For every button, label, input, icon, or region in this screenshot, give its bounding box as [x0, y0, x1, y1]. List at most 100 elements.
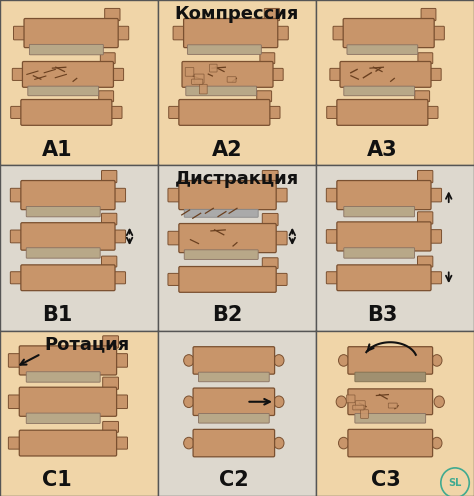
FancyBboxPatch shape — [101, 171, 117, 183]
Text: В3: В3 — [367, 305, 398, 325]
FancyBboxPatch shape — [343, 18, 434, 48]
FancyBboxPatch shape — [116, 26, 129, 40]
FancyBboxPatch shape — [110, 107, 122, 119]
FancyBboxPatch shape — [271, 68, 283, 80]
FancyBboxPatch shape — [330, 68, 342, 80]
Ellipse shape — [338, 355, 349, 366]
FancyBboxPatch shape — [274, 188, 287, 202]
FancyBboxPatch shape — [9, 354, 21, 367]
FancyBboxPatch shape — [19, 346, 117, 375]
FancyBboxPatch shape — [179, 181, 276, 210]
FancyBboxPatch shape — [21, 223, 115, 250]
FancyBboxPatch shape — [337, 265, 431, 291]
Ellipse shape — [274, 355, 284, 366]
FancyBboxPatch shape — [10, 230, 23, 243]
FancyBboxPatch shape — [21, 100, 112, 125]
FancyBboxPatch shape — [262, 258, 278, 269]
FancyBboxPatch shape — [429, 68, 441, 80]
FancyBboxPatch shape — [191, 79, 203, 84]
FancyBboxPatch shape — [26, 206, 100, 217]
FancyBboxPatch shape — [179, 266, 276, 292]
FancyBboxPatch shape — [168, 231, 181, 245]
FancyBboxPatch shape — [344, 206, 415, 217]
FancyBboxPatch shape — [101, 213, 117, 225]
Text: С2: С2 — [219, 470, 249, 490]
FancyBboxPatch shape — [326, 230, 339, 243]
Ellipse shape — [336, 396, 346, 408]
FancyBboxPatch shape — [183, 18, 278, 48]
FancyBboxPatch shape — [337, 100, 428, 125]
Text: Компрессия: Компрессия — [175, 5, 299, 23]
FancyBboxPatch shape — [355, 414, 426, 423]
FancyBboxPatch shape — [418, 212, 433, 224]
FancyBboxPatch shape — [182, 62, 273, 87]
FancyBboxPatch shape — [199, 414, 269, 423]
FancyBboxPatch shape — [200, 84, 207, 94]
Text: В2: В2 — [212, 305, 243, 325]
Ellipse shape — [274, 396, 284, 408]
FancyBboxPatch shape — [257, 91, 272, 102]
Text: В1: В1 — [42, 305, 72, 325]
FancyBboxPatch shape — [193, 388, 274, 416]
FancyBboxPatch shape — [100, 53, 115, 63]
FancyBboxPatch shape — [103, 422, 118, 433]
Text: С1: С1 — [42, 470, 72, 490]
Text: А2: А2 — [212, 139, 243, 160]
FancyBboxPatch shape — [186, 86, 256, 96]
FancyBboxPatch shape — [361, 410, 368, 418]
FancyBboxPatch shape — [19, 430, 117, 456]
Text: А3: А3 — [367, 139, 398, 160]
FancyBboxPatch shape — [274, 273, 287, 285]
FancyBboxPatch shape — [10, 188, 23, 202]
FancyBboxPatch shape — [12, 68, 25, 80]
FancyBboxPatch shape — [21, 181, 115, 210]
FancyBboxPatch shape — [418, 256, 433, 267]
FancyBboxPatch shape — [185, 67, 194, 76]
FancyBboxPatch shape — [26, 413, 100, 424]
FancyBboxPatch shape — [415, 91, 429, 102]
FancyBboxPatch shape — [432, 26, 444, 40]
FancyBboxPatch shape — [13, 26, 26, 40]
FancyBboxPatch shape — [184, 250, 258, 259]
FancyBboxPatch shape — [103, 336, 118, 348]
FancyBboxPatch shape — [11, 107, 23, 119]
FancyBboxPatch shape — [111, 68, 124, 80]
FancyBboxPatch shape — [348, 347, 433, 374]
FancyBboxPatch shape — [193, 347, 274, 374]
FancyBboxPatch shape — [168, 188, 181, 202]
FancyBboxPatch shape — [429, 272, 442, 284]
Ellipse shape — [434, 396, 444, 408]
FancyBboxPatch shape — [326, 188, 339, 202]
Text: SL: SL — [448, 478, 462, 488]
FancyBboxPatch shape — [99, 91, 114, 102]
Ellipse shape — [274, 437, 284, 449]
FancyBboxPatch shape — [429, 188, 442, 202]
FancyBboxPatch shape — [24, 18, 118, 48]
FancyBboxPatch shape — [184, 209, 258, 217]
FancyBboxPatch shape — [103, 377, 118, 389]
FancyBboxPatch shape — [355, 372, 426, 382]
FancyBboxPatch shape — [115, 354, 128, 367]
FancyBboxPatch shape — [115, 395, 128, 409]
Ellipse shape — [183, 437, 194, 449]
Ellipse shape — [183, 355, 194, 366]
FancyBboxPatch shape — [262, 171, 278, 183]
FancyBboxPatch shape — [429, 230, 442, 243]
FancyBboxPatch shape — [418, 171, 433, 183]
Text: А1: А1 — [42, 139, 72, 160]
FancyBboxPatch shape — [333, 26, 345, 40]
FancyBboxPatch shape — [28, 86, 99, 96]
FancyBboxPatch shape — [337, 222, 431, 251]
FancyBboxPatch shape — [29, 45, 103, 55]
FancyBboxPatch shape — [10, 272, 23, 284]
FancyBboxPatch shape — [26, 248, 100, 258]
FancyBboxPatch shape — [113, 230, 126, 243]
FancyBboxPatch shape — [9, 395, 21, 409]
FancyBboxPatch shape — [187, 45, 261, 55]
FancyBboxPatch shape — [268, 107, 280, 119]
FancyBboxPatch shape — [179, 224, 276, 252]
FancyBboxPatch shape — [210, 64, 217, 72]
FancyBboxPatch shape — [22, 62, 113, 87]
FancyBboxPatch shape — [113, 188, 126, 202]
FancyBboxPatch shape — [193, 430, 274, 457]
